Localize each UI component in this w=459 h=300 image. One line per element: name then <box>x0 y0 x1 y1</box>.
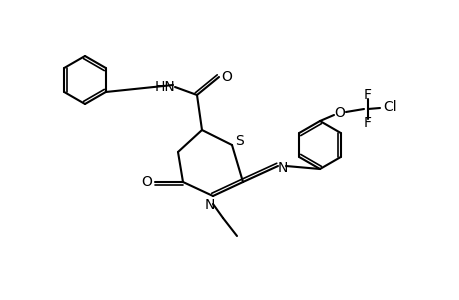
Text: O: O <box>141 175 152 189</box>
Text: HN: HN <box>154 80 175 94</box>
Text: F: F <box>363 116 371 130</box>
Text: O: O <box>221 70 232 84</box>
Text: O: O <box>334 106 345 120</box>
Text: N: N <box>204 198 215 212</box>
Text: S: S <box>235 134 244 148</box>
Text: F: F <box>363 88 371 102</box>
Text: Cl: Cl <box>382 100 396 114</box>
Text: N: N <box>277 161 287 175</box>
